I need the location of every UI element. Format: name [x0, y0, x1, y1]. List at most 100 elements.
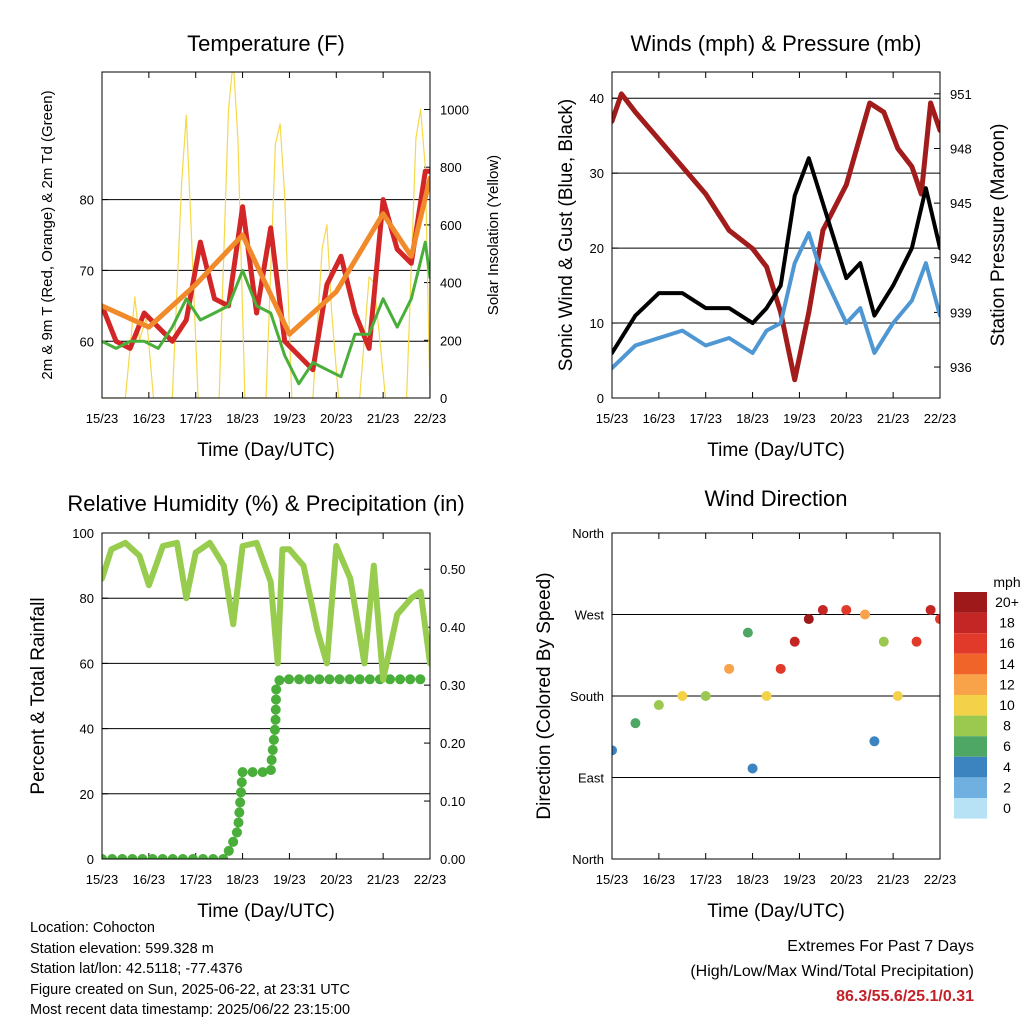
- x-tick-label: 20/23: [320, 872, 353, 887]
- series-9m-t: [102, 175, 430, 337]
- y2-tick-label: 0.20: [440, 736, 465, 751]
- legend-label: 18: [999, 615, 1015, 631]
- x-tick-label: 16/23: [133, 872, 166, 887]
- x-tick-label: 20/23: [320, 411, 353, 426]
- y-tick-label: North: [572, 526, 604, 541]
- direction-point: [841, 604, 852, 615]
- direction-point: [789, 636, 800, 647]
- y2-tick-label: 1000: [440, 103, 469, 118]
- plot-frame: [101, 532, 431, 860]
- y2-tick-label: 945: [950, 196, 972, 211]
- y2-tick-label: 0.30: [440, 678, 465, 693]
- plot-frame: [101, 71, 431, 399]
- y-tick-label: 20: [80, 787, 94, 802]
- x-tick-label: 17/23: [689, 872, 722, 887]
- y-tick-label: 60: [80, 656, 94, 671]
- series-solar-insolation: [102, 72, 430, 398]
- y2-tick-label: 600: [440, 218, 462, 233]
- x-tick-label: 16/23: [643, 411, 676, 426]
- x-tick-label: 15/23: [596, 411, 629, 426]
- x-axis-label: Time (Day/UTC): [707, 440, 845, 461]
- x-tick-label: 21/23: [367, 411, 400, 426]
- x-tick-label: 16/23: [133, 411, 166, 426]
- direction-point: [935, 614, 940, 625]
- x-tick-label: 19/23: [783, 411, 816, 426]
- series-2m-td: [102, 240, 430, 386]
- x-tick-label: 16/23: [643, 872, 676, 887]
- x-axis-label: Time (Day/UTC): [707, 901, 845, 922]
- y2-tick-label: 939: [950, 305, 972, 320]
- direction-point: [892, 691, 903, 701]
- y2-tick-label: 0.40: [440, 620, 465, 635]
- panel-3: Relative Humidity (%) & Precipitation (i…: [28, 491, 465, 922]
- station-elevation: Station elevation: 599.328 m: [30, 940, 214, 957]
- legend-swatch: [954, 777, 987, 798]
- legend-swatch: [954, 674, 987, 695]
- panel-1: Temperature (F)6070800200400600800100015…: [39, 31, 502, 461]
- y-tick-label: 10: [590, 316, 604, 331]
- y-tick-label: East: [578, 771, 604, 786]
- x-tick-label: 22/23: [414, 872, 447, 887]
- legend-label: 6: [1003, 738, 1011, 754]
- series-2m-t: [102, 168, 430, 373]
- series-relative-humidity: [102, 539, 430, 683]
- direction-point: [911, 636, 922, 647]
- plot-data: [102, 539, 430, 859]
- direction-point: [724, 663, 735, 674]
- plot-frame: [611, 532, 941, 860]
- y2-tick-label: 0.10: [440, 794, 465, 809]
- plot-frame: [611, 71, 941, 399]
- plot-data: [612, 91, 940, 383]
- legend-swatch: [954, 756, 987, 778]
- x-tick-label: 19/23: [783, 872, 816, 887]
- y-axis-label: Direction (Colored By Speed): [534, 572, 555, 819]
- extremes-subtitle: (High/Low/Max Wind/Total Precipitation): [690, 963, 974, 980]
- y2-axis-label: Solar Insolation (Yellow): [485, 155, 502, 315]
- gridlines: [612, 614, 940, 778]
- y-tick-label: 40: [80, 722, 94, 737]
- x-tick-label: 22/23: [924, 872, 957, 887]
- x-tick-label: 20/23: [830, 411, 863, 426]
- x-axis-label: Time (Day/UTC): [197, 901, 335, 922]
- y-axis-label: Sonic Wind & Gust (Blue, Black): [556, 99, 577, 371]
- direction-point: [925, 604, 936, 615]
- y-tick-label: 0: [87, 852, 94, 867]
- x-tick-label: 19/23: [273, 872, 306, 887]
- extremes-box: Extremes For Past 7 Days (High/Low/Max W…: [690, 934, 974, 1009]
- x-tick-label: 21/23: [877, 411, 910, 426]
- gridlines: [612, 97, 940, 324]
- x-tick-label: 15/23: [86, 872, 119, 887]
- direction-point: [761, 691, 772, 701]
- y2-tick-label: 200: [440, 333, 462, 348]
- y2-tick-label: 0: [440, 391, 447, 406]
- x-tick-label: 21/23: [367, 872, 400, 887]
- legend-label: 20+: [995, 594, 1019, 610]
- panel-title: Relative Humidity (%) & Precipitation (i…: [67, 491, 464, 516]
- legend-swatch: [954, 695, 987, 716]
- direction-point: [612, 745, 617, 756]
- x-tick-label: 18/23: [736, 411, 769, 426]
- y-tick-label: North: [572, 852, 604, 867]
- y-tick-label: 40: [590, 91, 604, 106]
- series-gust: [612, 156, 940, 355]
- legend-label: 12: [999, 676, 1015, 692]
- y2-tick-label: 800: [440, 160, 462, 175]
- direction-point: [630, 718, 641, 729]
- x-tick-label: 19/23: [273, 411, 306, 426]
- x-tick-label: 22/23: [924, 411, 957, 426]
- extremes-title: Extremes For Past 7 Days: [787, 938, 974, 955]
- x-tick-label: 20/23: [830, 872, 863, 887]
- legend-title: mph: [993, 574, 1020, 590]
- legend-swatch: [954, 633, 987, 654]
- legend-label: 0: [1003, 800, 1011, 816]
- y-tick-label: 20: [590, 241, 604, 256]
- station-info: Location: Cohocton Station elevation: 59…: [30, 918, 350, 1021]
- x-tick-label: 18/23: [226, 872, 259, 887]
- direction-point: [817, 604, 828, 615]
- direction-point: [860, 609, 871, 620]
- x-tick-label: 15/23: [596, 872, 629, 887]
- legend-label: 8: [1003, 718, 1011, 734]
- y-tick-label: 80: [80, 193, 94, 208]
- legend-label: 14: [999, 656, 1015, 672]
- direction-point: [700, 691, 711, 701]
